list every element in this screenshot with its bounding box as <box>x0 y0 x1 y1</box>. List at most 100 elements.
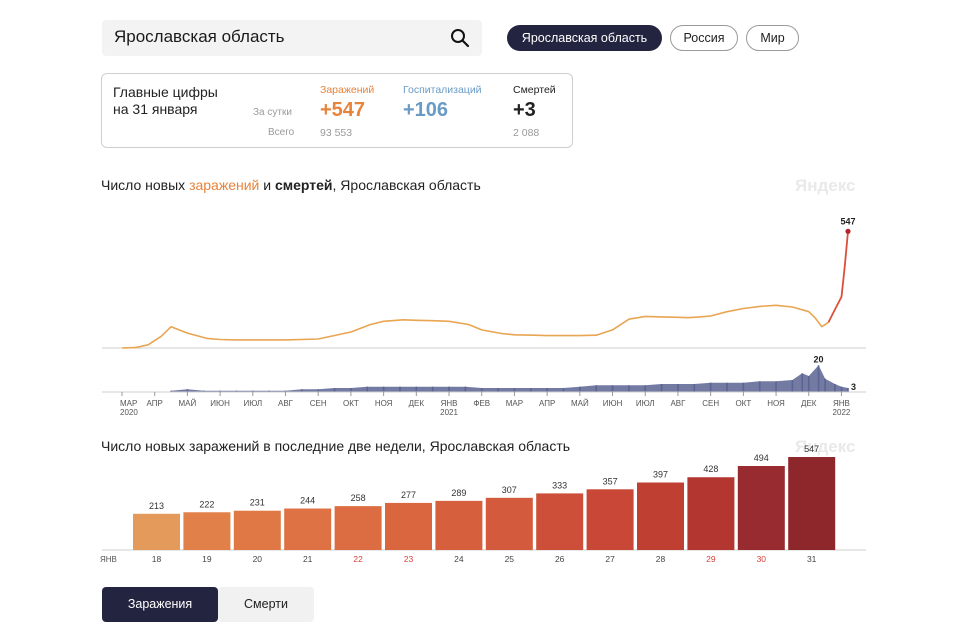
bar-value-label: 277 <box>401 490 416 500</box>
deaths-total-value: 2 088 <box>513 127 540 139</box>
bar-category-label: 18 <box>152 554 162 564</box>
deaths-bar <box>497 388 499 392</box>
x-tick-label: АПР <box>147 399 163 408</box>
x-tick-label: ОКТ <box>735 399 751 408</box>
x-tick-label: ДЕК <box>801 399 817 408</box>
region-russia-button[interactable]: Россия <box>670 25 738 51</box>
deaths-last-label: 3 <box>851 382 856 392</box>
chart1-title-suffix: , Ярославская область <box>332 177 481 193</box>
deaths-bar <box>464 386 467 392</box>
bar-value-label: 333 <box>552 480 567 490</box>
bar-category-label: 19 <box>202 554 212 564</box>
bar-category-label: 25 <box>505 554 515 564</box>
yandex-watermark-2: Яндекс <box>795 437 856 456</box>
bar-category-label: 24 <box>454 554 464 564</box>
x-tick-label: АВГ <box>670 399 686 408</box>
infections-line <box>121 304 829 349</box>
x-tick-label: МАР <box>120 399 137 408</box>
deaths-bar <box>268 390 270 392</box>
deaths-bar <box>834 384 836 392</box>
tab-deaths[interactable]: Смерти <box>218 587 314 622</box>
deaths-bar <box>595 385 597 392</box>
region-yaroslavl-button[interactable]: Ярославская область <box>507 25 662 51</box>
bar-value-label: 494 <box>754 453 769 463</box>
tab-infections[interactable]: Заражения <box>102 587 218 622</box>
yandex-watermark-1: Яндекс <box>795 176 856 195</box>
deaths-bar <box>415 386 418 392</box>
chart2-title: Число новых заражений в последние две не… <box>101 438 571 454</box>
bar-value-label: 547 <box>804 444 819 454</box>
bar-day-27 <box>586 489 634 550</box>
deaths-bar <box>350 388 352 392</box>
deaths-bar <box>801 373 804 392</box>
infections-day-value: +547 <box>320 99 366 121</box>
deaths-bar <box>513 388 516 392</box>
key-figures-title-line2: на 31 января <box>113 101 198 117</box>
chart1-title-infections: заражений <box>189 177 260 193</box>
x-tick-label: ЯНВ <box>441 399 458 408</box>
year-label: 2020 <box>120 408 138 417</box>
deaths-bar <box>847 388 849 392</box>
deaths-bar <box>301 389 303 392</box>
chart1-title-prefix: Число новых <box>101 177 190 193</box>
search-icon[interactable] <box>450 28 470 48</box>
bar-value-label: 397 <box>653 470 668 480</box>
deaths-bar <box>333 388 336 392</box>
deaths-bar <box>726 382 728 392</box>
infections-last-label: 547 <box>840 216 855 226</box>
deaths-bar <box>366 386 369 392</box>
key-figures-title: Главные цифры на 31 января <box>113 84 218 118</box>
bar-value-label: 289 <box>451 488 466 498</box>
deaths-bar <box>824 378 826 392</box>
deaths-bar <box>693 384 696 392</box>
deaths-bar <box>431 386 434 392</box>
x-tick-label: НОЯ <box>767 399 785 408</box>
deaths-bar <box>252 390 254 392</box>
x-tick-label: МАЙ <box>179 399 197 408</box>
bar-day-30 <box>737 466 785 550</box>
x-tick-label: ОКТ <box>343 399 359 408</box>
x-tick-label: ИЮН <box>210 399 230 408</box>
infections-total-value: 93 553 <box>320 127 353 139</box>
deaths-bar <box>807 376 810 392</box>
bar-day-29 <box>687 477 735 550</box>
bar-category-label: 22 <box>353 554 363 564</box>
bar-day-24 <box>435 500 483 550</box>
bar-day-19 <box>183 512 231 550</box>
region-world-button[interactable]: Мир <box>746 25 799 51</box>
deaths-bar <box>644 385 647 392</box>
bar-category-label: 31 <box>807 554 817 564</box>
deaths-bar <box>742 382 745 392</box>
month-label: ЯНВ <box>100 555 117 564</box>
year-label: 2022 <box>833 408 851 417</box>
deaths-area <box>171 365 849 392</box>
x-tick-label: ЯНВ <box>833 399 850 408</box>
bar-category-label: 23 <box>404 554 414 564</box>
search-box[interactable]: Ярославская область <box>102 20 482 56</box>
bar-category-label: 27 <box>605 554 615 564</box>
key-figures-title-line1: Главные цифры <box>113 84 218 100</box>
x-tick-label: МАЙ <box>571 399 589 408</box>
search-input[interactable]: Ярославская область <box>114 27 285 46</box>
deaths-header: Смертей <box>513 84 556 96</box>
key-figures-card: Главные цифры на 31 января За сутки Всег… <box>101 73 573 148</box>
bar-day-31 <box>788 457 836 550</box>
x-tick-label: СЕН <box>702 399 719 408</box>
bar-day-26 <box>536 493 584 550</box>
x-tick-label: МАР <box>506 399 523 408</box>
deaths-bar <box>284 390 287 392</box>
deaths-bar <box>758 381 761 392</box>
bar-value-label: 231 <box>250 498 265 508</box>
deaths-bar <box>628 385 630 392</box>
deaths-bar <box>382 386 385 392</box>
bar-category-label: 29 <box>706 554 716 564</box>
hospital-header: Госпитализаций <box>403 84 482 96</box>
infections-deaths-chart: 547 20 3 МАР АПР МАЙ ИЮН ИЮЛ АВГ СЕН ОКТ НОЯ ДЕК ЯНВ Ф… <box>102 216 866 417</box>
hospital-day-value: +106 <box>403 99 449 121</box>
deaths-bar <box>202 390 205 392</box>
deaths-bar <box>170 390 172 392</box>
deaths-bar <box>480 388 483 392</box>
chart1-title-deaths: смертей <box>274 177 333 193</box>
x-tick-label: АВГ <box>278 399 294 408</box>
bar-category-label: 21 <box>303 554 313 564</box>
